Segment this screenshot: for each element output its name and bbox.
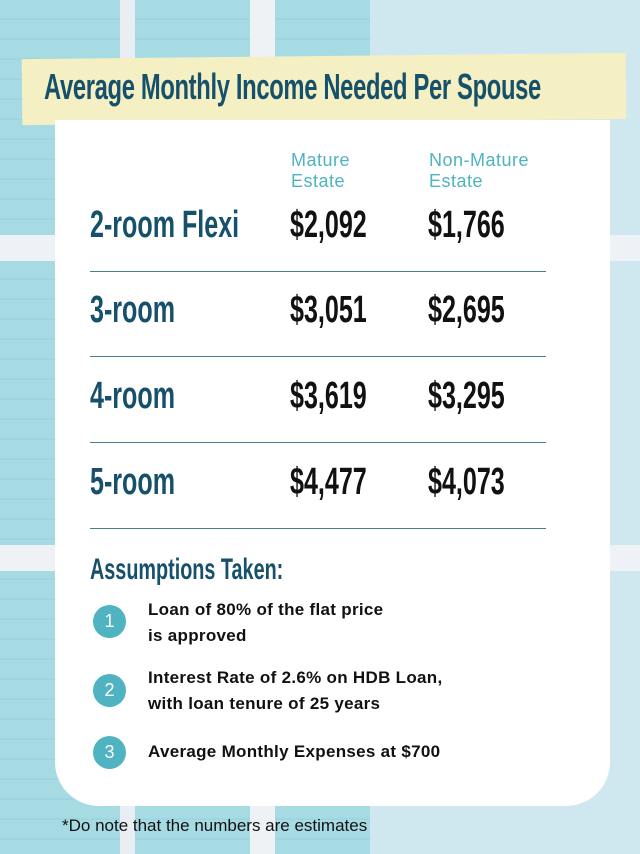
table-row: 3-room $3,051 $2,695 [90,271,546,357]
assumption-text: Loan of 80% of the flat price is approve… [148,597,383,649]
table-row: 5-room $4,477 $4,073 [90,443,546,529]
non-mature-value: $4,073 [428,461,505,503]
assumption-line: is approved [148,626,247,645]
page-title: Average Monthly Income Needed Per Spouse [44,66,541,107]
column-header-mature: Mature Estate [291,150,350,192]
number-badge: 3 [93,736,126,769]
mature-value: $3,051 [290,289,367,331]
flat-type: 3-room [90,289,176,331]
assumption-line: with loan tenure of 25 years [148,694,381,713]
column-header-line: Mature [291,150,351,170]
assumptions-heading: Assumptions Taken: [90,553,284,586]
number-badge: 1 [93,605,126,638]
assumption-line: Interest Rate of 2.6% on HDB Loan, [148,668,443,687]
column-header-non-mature: Non-Mature Estate [429,150,529,192]
non-mature-value: $3,295 [428,375,505,417]
assumption-text: Interest Rate of 2.6% on HDB Loan, with … [148,665,443,717]
mature-value: $4,477 [290,461,367,503]
column-header-line: Non-Mature [429,150,530,170]
flat-type: 4-room [90,375,176,417]
mature-value: $3,619 [290,375,367,417]
flat-type: 2-room Flexi [90,204,240,246]
table-row: 4-room $3,619 $3,295 [90,357,546,443]
non-mature-value: $2,695 [428,289,505,331]
assumption-line: Loan of 80% of the flat price [148,600,384,619]
mature-value: $2,092 [290,204,367,246]
footnote: *Do note that the numbers are estimates [62,816,368,835]
flat-type: 5-room [90,461,176,503]
non-mature-value: $1,766 [428,204,505,246]
column-header-line: Estate [291,171,346,191]
table-row: 2-room Flexi $2,092 $1,766 [90,186,546,272]
number-badge: 2 [93,674,126,707]
assumption-text: Average Monthly Expenses at $700 [148,739,440,765]
column-header-line: Estate [429,171,484,191]
info-card [55,120,610,806]
assumption-line: Average Monthly Expenses at $700 [148,742,441,761]
